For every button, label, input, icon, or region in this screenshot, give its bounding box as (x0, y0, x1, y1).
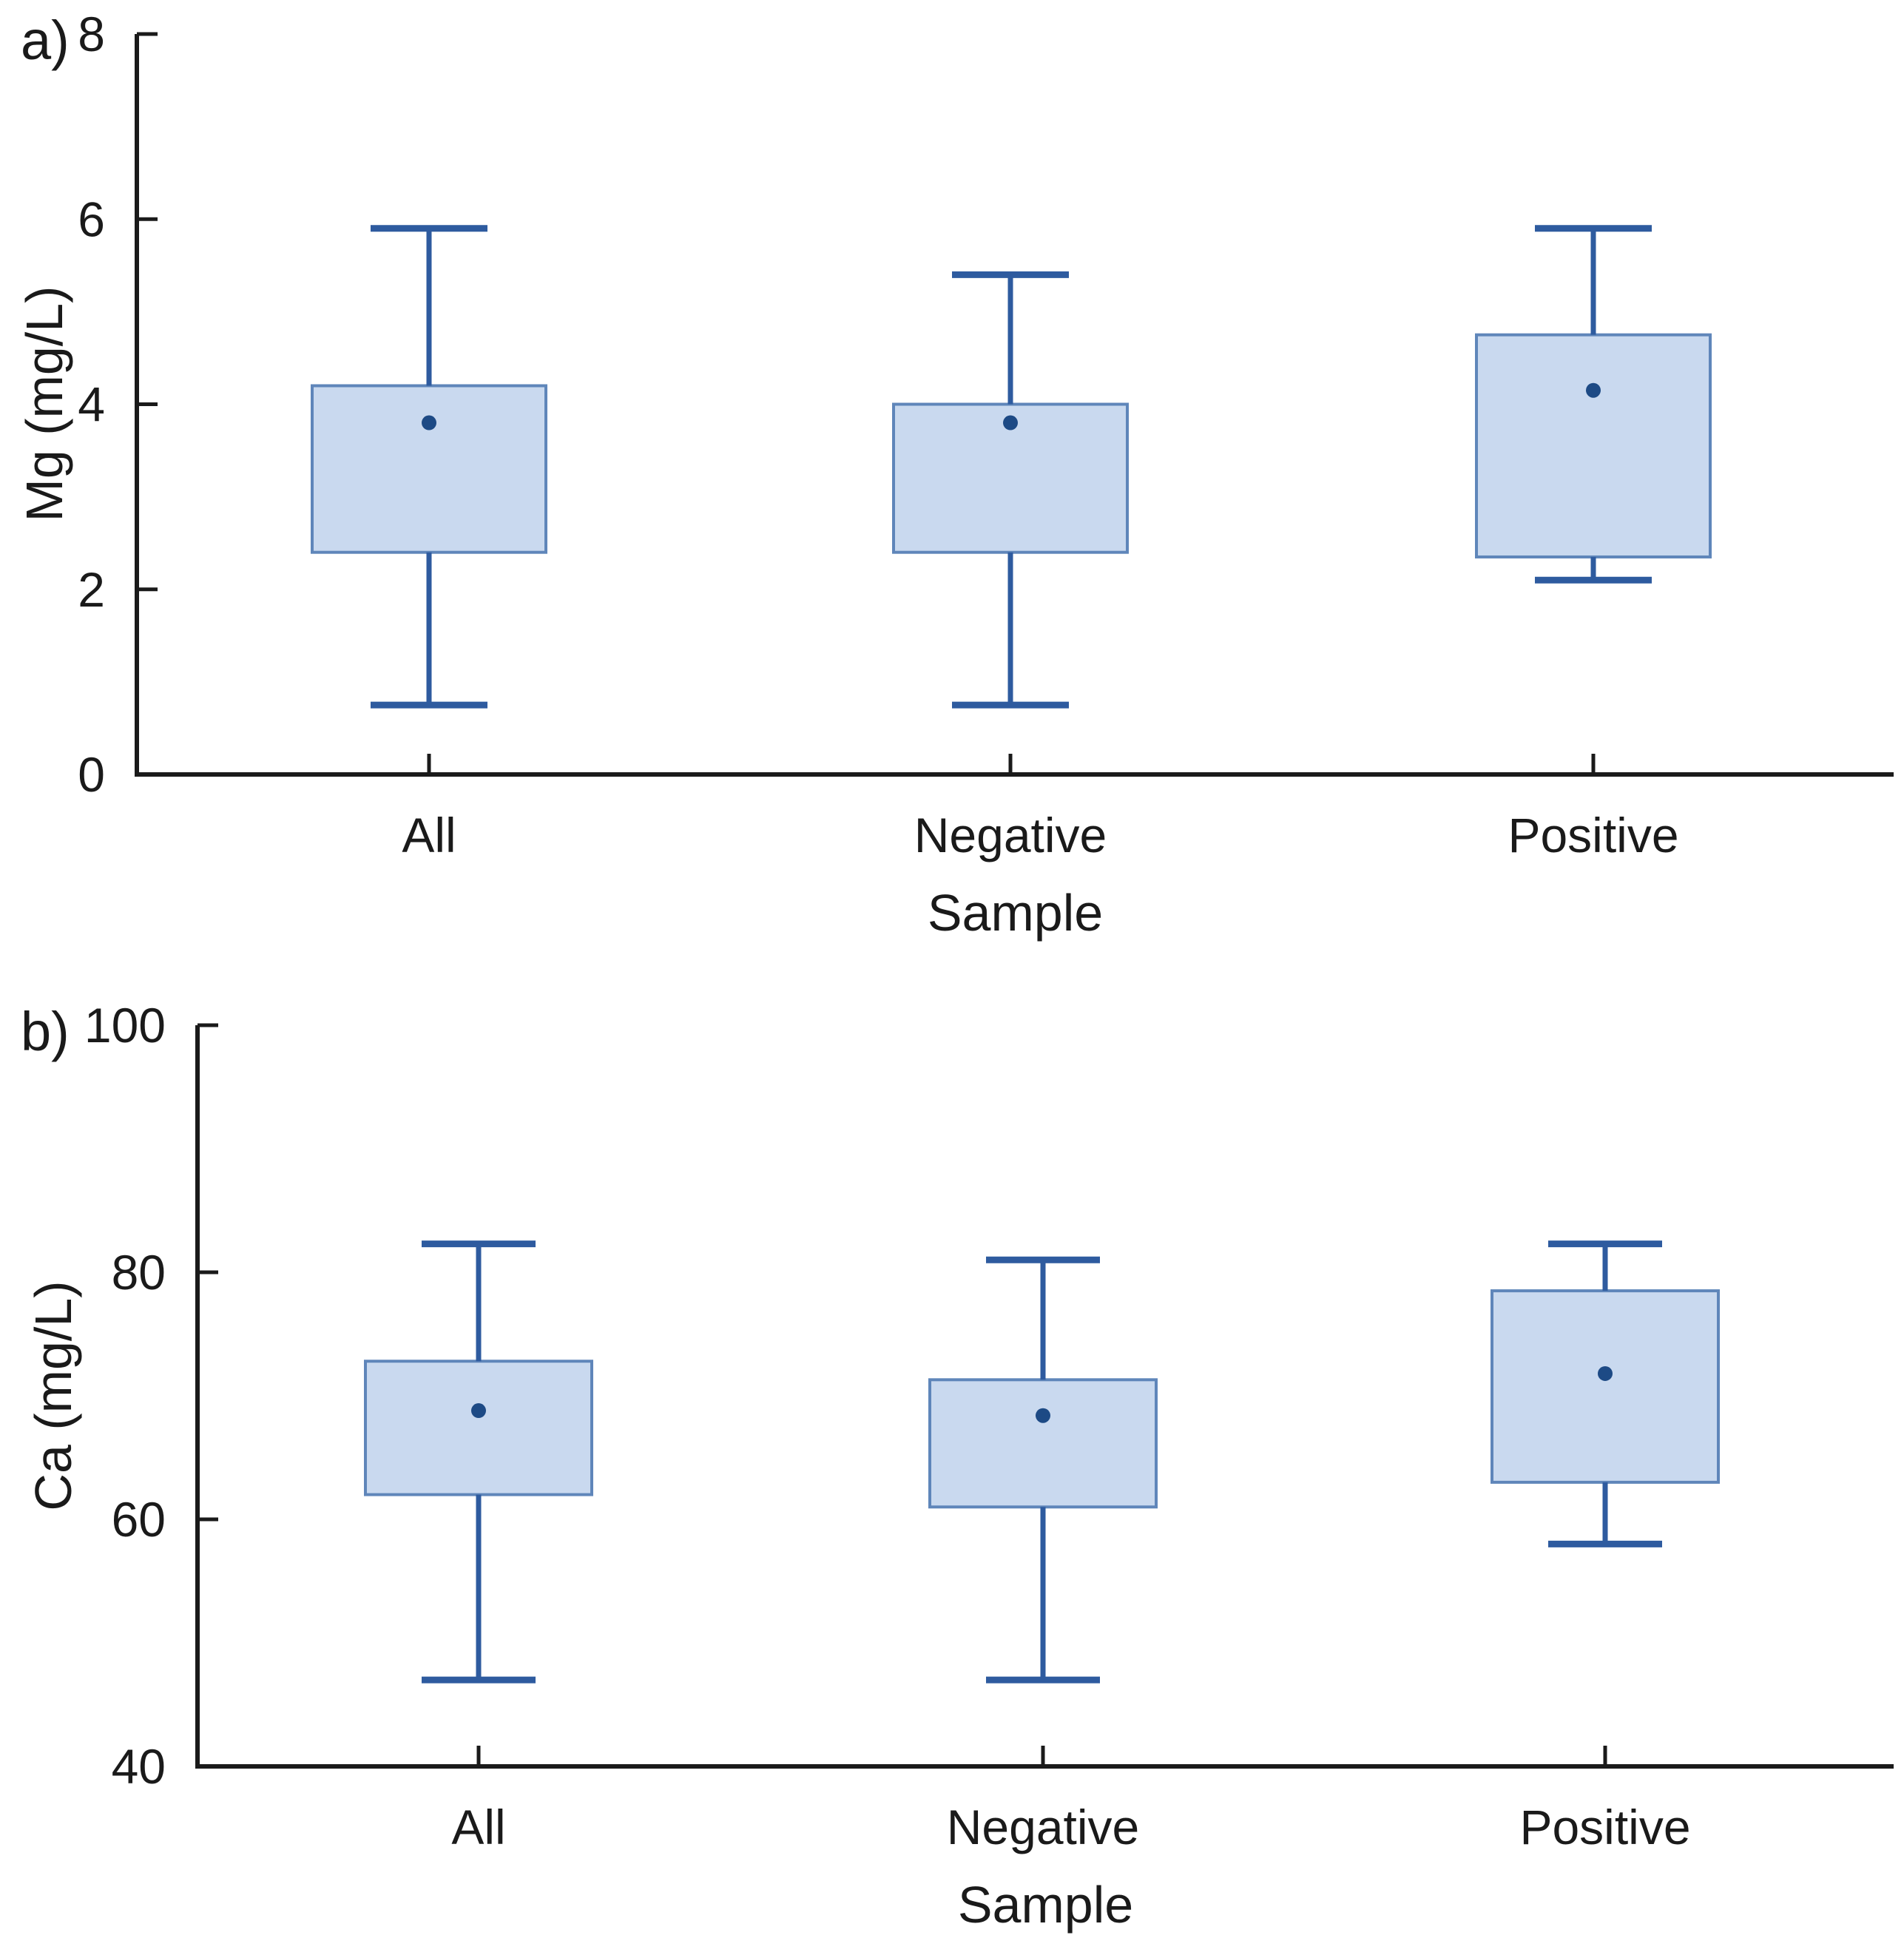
panel-b-mean-dot-negative (1036, 1408, 1050, 1423)
panel-a-iqr-box-all (311, 384, 547, 554)
panel-b: b) 40 60 80 100 Ca (mg/L) Sample All Negative Pos… (21, 998, 1894, 1934)
panel-b-ytick-label-80: 80 (112, 1245, 166, 1300)
panel-b-category-label-positive: Positive (1519, 1800, 1690, 1854)
panel-b-ytick-label-60: 60 (112, 1492, 166, 1547)
panel-b-iqr-box-positive (1491, 1289, 1720, 1484)
panel-b-ytick-label-100: 100 (84, 998, 166, 1053)
panel-b-box-group-all: All (364, 1240, 593, 1854)
panel-b-iqr-box-negative (928, 1378, 1158, 1509)
panel-a-category-label-positive: Positive (1508, 808, 1678, 862)
panel-a-letter: a) (21, 10, 70, 71)
panel-a-x-axis-title: Sample (928, 884, 1103, 942)
panel-a-box-group-all: All (311, 225, 547, 862)
panel-b-box-group-positive: Positive (1491, 1240, 1720, 1854)
panel-b-mean-dot-all (471, 1403, 486, 1419)
panel-a: a) 0 2 4 6 8 Mg (mg/L) Sample All Negative Positiv… (16, 7, 1894, 942)
panel-b-box-group-negative: Negative (928, 1256, 1158, 1854)
panel-a-category-label-negative: Negative (914, 808, 1107, 862)
panel-a-category-label-all: All (402, 808, 456, 862)
panel-a-mean-dot-positive (1586, 382, 1601, 398)
panel-b-ytick-label-40: 40 (112, 1739, 166, 1794)
panel-a-box-group-negative: Negative (892, 271, 1129, 862)
panel-a-mean-dot-all (422, 415, 436, 431)
panel-a-ytick-label-6: 6 (78, 192, 105, 246)
panel-b-mean-dot-positive (1598, 1365, 1613, 1381)
panel-a-mean-dot-negative (1003, 415, 1018, 431)
panel-b-category-label-negative: Negative (947, 1800, 1140, 1854)
panel-a-y-axis-title: Mg (mg/L) (16, 286, 73, 522)
panel-a-iqr-box-positive (1475, 333, 1712, 558)
panel-b-y-axis-title: Ca (mg/L) (24, 1280, 82, 1510)
panel-a-ytick-label-2: 2 (78, 562, 105, 617)
panel-a-ytick-label-0: 0 (78, 747, 105, 802)
panel-a-ytick-label-8: 8 (78, 7, 105, 61)
panel-a-box-group-positive: Positive (1475, 225, 1712, 862)
panel-b-x-axis-title: Sample (958, 1876, 1133, 1934)
panel-b-iqr-box-all (364, 1360, 593, 1496)
panel-a-ytick-label-4: 4 (78, 377, 105, 432)
panel-b-category-label-all: All (451, 1800, 505, 1854)
panel-b-letter: b) (21, 1001, 70, 1062)
